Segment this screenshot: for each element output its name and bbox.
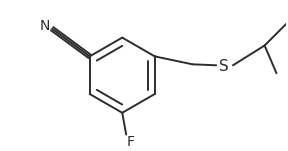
Text: N: N — [40, 19, 50, 33]
Text: S: S — [219, 59, 229, 74]
Text: F: F — [126, 135, 134, 149]
